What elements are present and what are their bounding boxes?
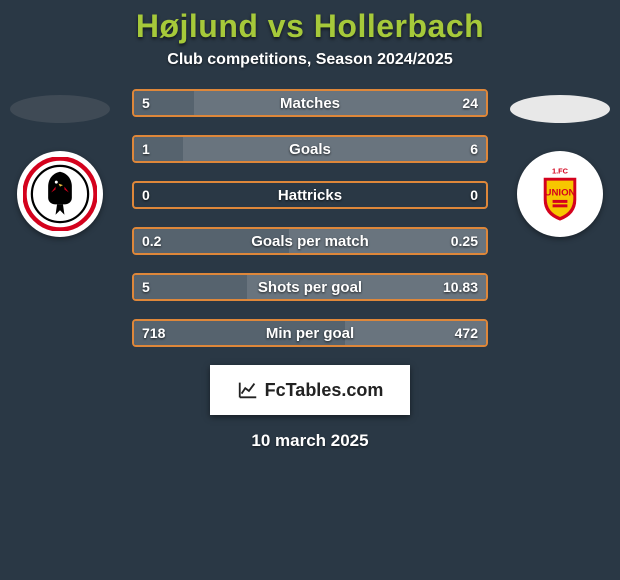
stat-label: Hattricks bbox=[134, 183, 486, 207]
footer-date: 10 march 2025 bbox=[251, 431, 368, 451]
svg-text:UNION: UNION bbox=[545, 187, 576, 198]
stat-bar: 510.83Shots per goal bbox=[132, 273, 488, 301]
content-row: 524Matches 16Goals 00Hattricks 0.20.25Goals… bbox=[0, 89, 620, 347]
club-badge-left bbox=[17, 151, 103, 237]
footer-brand-text: FcTables.com bbox=[265, 380, 384, 401]
stat-label: Min per goal bbox=[134, 321, 486, 345]
stat-bar: 16Goals bbox=[132, 135, 488, 163]
player-silhouette-right bbox=[510, 95, 610, 123]
subtitle: Club competitions, Season 2024/2025 bbox=[167, 51, 452, 69]
stat-bar: 0.20.25Goals per match bbox=[132, 227, 488, 255]
footer-brand-badge: FcTables.com bbox=[210, 365, 410, 415]
club-badge-right: 1.FC UNION bbox=[517, 151, 603, 237]
stat-label: Shots per goal bbox=[134, 275, 486, 299]
stat-label: Goals per match bbox=[134, 229, 486, 253]
left-side bbox=[0, 89, 120, 237]
svg-text:1.FC: 1.FC bbox=[552, 166, 569, 175]
right-side: 1.FC UNION bbox=[500, 89, 620, 237]
player-silhouette-left bbox=[10, 95, 110, 123]
stat-bar: 00Hattricks bbox=[132, 181, 488, 209]
eintracht-logo-icon bbox=[23, 157, 97, 231]
chart-line-icon bbox=[237, 379, 259, 401]
union-berlin-logo-icon: 1.FC UNION bbox=[523, 157, 597, 231]
stat-bar: 718472Min per goal bbox=[132, 319, 488, 347]
stat-bars: 524Matches 16Goals 00Hattricks 0.20.25Goals… bbox=[132, 89, 488, 347]
comparison-infographic: Højlund vs Hollerbach Club competitions,… bbox=[0, 0, 620, 580]
stat-label: Goals bbox=[134, 137, 486, 161]
title: Højlund vs Hollerbach bbox=[136, 8, 484, 45]
stat-label: Matches bbox=[134, 91, 486, 115]
stat-bar: 524Matches bbox=[132, 89, 488, 117]
